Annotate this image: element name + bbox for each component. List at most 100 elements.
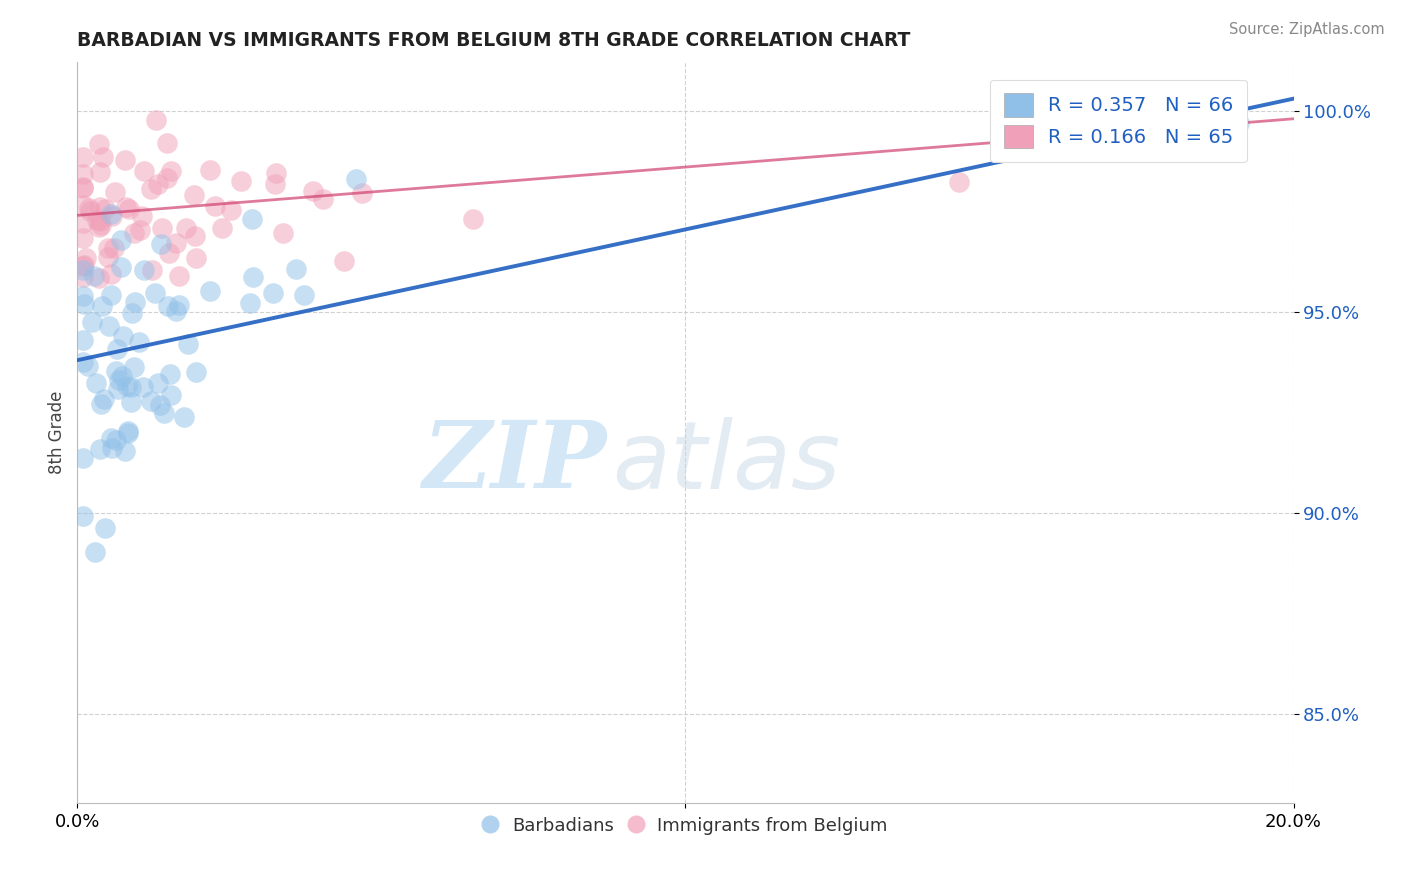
Point <box>120 395 142 409</box>
Point <box>139 393 162 408</box>
Point <box>72 355 94 369</box>
Text: BARBADIAN VS IMMIGRANTS FROM BELGIUM 8TH GRADE CORRELATION CHART: BARBADIAN VS IMMIGRANTS FROM BELGIUM 8TH… <box>77 30 911 50</box>
Point <box>121 306 143 320</box>
Legend: Barbadians, Immigrants from Belgium: Barbadians, Immigrants from Belgium <box>477 809 894 842</box>
Point <box>89 442 111 457</box>
Point <box>72 150 94 164</box>
Point <box>120 380 142 394</box>
Point <box>301 184 323 198</box>
Point <box>110 260 132 274</box>
Point <box>204 199 226 213</box>
Point <box>110 233 132 247</box>
Point <box>94 202 117 217</box>
Point <box>72 450 94 465</box>
Point <box>177 336 200 351</box>
Point <box>132 380 155 394</box>
Point <box>129 222 152 236</box>
Point <box>139 181 162 195</box>
Point <box>72 270 94 285</box>
Point <box>101 442 124 456</box>
Point <box>240 211 263 226</box>
Point <box>239 296 262 310</box>
Point <box>150 220 173 235</box>
Point <box>219 202 242 217</box>
Point <box>333 254 356 268</box>
Point <box>165 236 187 251</box>
Point <box>72 260 94 274</box>
Point <box>72 263 94 277</box>
Point <box>165 304 187 318</box>
Text: ZIP: ZIP <box>422 417 606 508</box>
Point <box>124 295 146 310</box>
Point <box>1227 116 1250 130</box>
Point <box>89 213 111 227</box>
Point <box>103 240 125 254</box>
Point <box>150 236 173 251</box>
Point <box>134 263 156 277</box>
Point <box>115 379 138 393</box>
Point <box>83 268 105 283</box>
Point <box>117 425 139 440</box>
Point <box>211 221 233 235</box>
Point <box>87 220 110 235</box>
Point <box>83 544 105 558</box>
Point <box>72 259 94 273</box>
Point <box>87 136 110 151</box>
Point <box>122 359 145 374</box>
Point <box>76 359 98 374</box>
Point <box>89 200 111 214</box>
Point <box>105 433 128 447</box>
Point <box>111 368 134 383</box>
Point <box>148 177 170 191</box>
Point <box>89 271 111 285</box>
Point <box>263 178 285 192</box>
Point <box>271 226 294 240</box>
Point <box>112 328 135 343</box>
Point <box>114 153 136 167</box>
Point <box>131 209 153 223</box>
Point <box>159 367 181 381</box>
Point <box>167 269 190 284</box>
Point <box>100 431 122 445</box>
Point <box>97 251 120 265</box>
Point <box>160 164 183 178</box>
Point <box>72 216 94 230</box>
Point <box>104 186 127 200</box>
Point <box>72 508 94 523</box>
Point <box>292 288 315 302</box>
Point <box>146 376 169 390</box>
Text: atlas: atlas <box>613 417 841 508</box>
Point <box>72 179 94 194</box>
Point <box>77 201 100 215</box>
Point <box>242 270 264 285</box>
Point <box>90 397 112 411</box>
Point <box>461 212 484 227</box>
Point <box>132 164 155 178</box>
Point <box>145 112 167 127</box>
Point <box>72 197 94 211</box>
Point <box>156 136 179 150</box>
Point <box>114 443 136 458</box>
Point <box>107 382 129 396</box>
Point <box>72 334 94 348</box>
Point <box>72 181 94 195</box>
Point <box>72 167 94 181</box>
Point <box>262 285 284 300</box>
Point <box>344 172 367 186</box>
Point <box>93 392 115 406</box>
Point <box>100 267 122 281</box>
Point <box>72 231 94 245</box>
Point <box>184 229 207 244</box>
Point <box>101 209 124 223</box>
Point <box>167 298 190 312</box>
Point <box>285 262 308 277</box>
Point <box>98 318 121 333</box>
Point <box>100 207 122 221</box>
Point <box>80 315 103 329</box>
Point <box>122 226 145 240</box>
Point <box>157 246 180 260</box>
Point <box>114 200 136 214</box>
Point <box>72 289 94 303</box>
Point <box>145 285 167 300</box>
Point <box>229 174 252 188</box>
